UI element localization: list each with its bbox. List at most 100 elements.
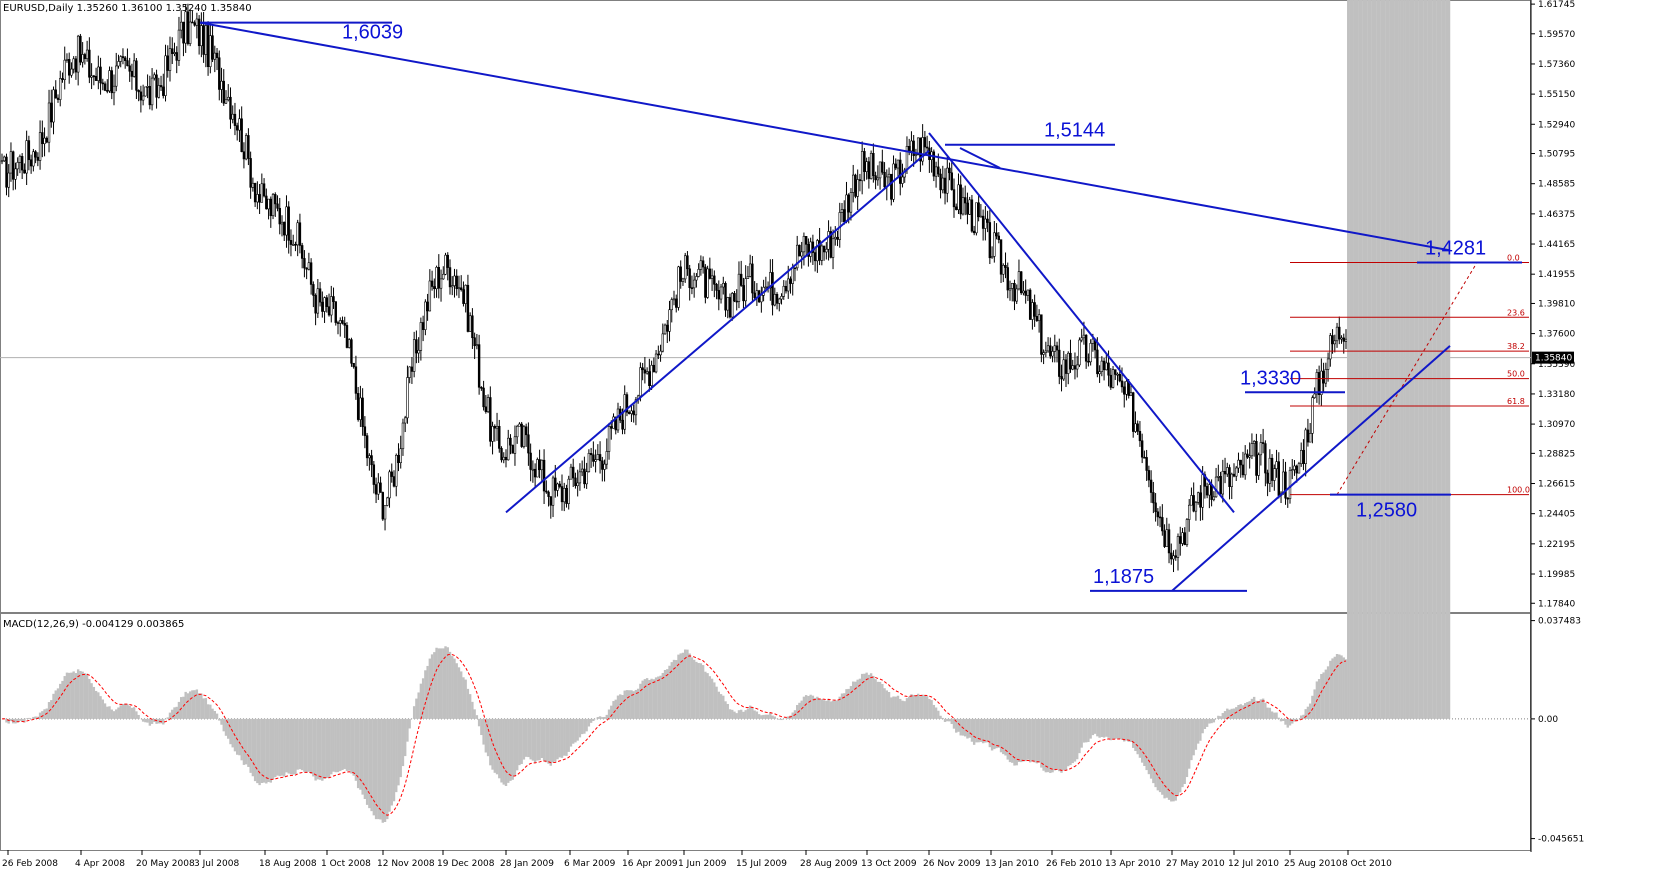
candle-body xyxy=(1320,370,1323,395)
candle-body xyxy=(795,244,799,269)
candle-body xyxy=(827,231,830,250)
candle-body xyxy=(916,137,920,156)
candle-body xyxy=(1143,456,1146,459)
candle-body xyxy=(518,423,521,427)
candle-body xyxy=(209,35,212,67)
time-tick-label: 27 May 2010 xyxy=(1166,859,1225,869)
candle-body xyxy=(428,280,432,312)
candle-body xyxy=(298,222,302,246)
candle-body xyxy=(350,339,353,364)
candle-body xyxy=(356,393,360,420)
candle-body xyxy=(612,416,615,429)
candle-body xyxy=(1129,392,1133,396)
candle-body xyxy=(907,145,911,152)
candle-body xyxy=(1340,337,1343,340)
candle-body xyxy=(825,248,828,253)
time-tick-label: 28 Aug 2009 xyxy=(800,859,858,869)
candle-body xyxy=(184,11,187,44)
candle-body xyxy=(397,454,400,463)
candle-body xyxy=(341,320,344,324)
candle-body xyxy=(372,464,376,485)
candle-body xyxy=(379,482,382,493)
candle-body xyxy=(1172,555,1175,560)
candle-body xyxy=(1344,338,1348,342)
candle-body xyxy=(1152,492,1155,504)
price-tick-label: 1.44165 xyxy=(1538,240,1575,250)
trendline xyxy=(505,149,930,514)
candle-body xyxy=(668,309,671,332)
candle-body xyxy=(986,218,989,223)
candle-body xyxy=(38,132,42,161)
candle-body xyxy=(1147,470,1151,481)
candle-body xyxy=(1132,392,1135,432)
candle-body xyxy=(677,266,680,308)
candle-body xyxy=(448,267,452,288)
candle-body xyxy=(554,477,557,491)
candle-body xyxy=(144,86,147,97)
candle-body xyxy=(157,85,160,98)
candle-body xyxy=(1322,370,1325,384)
candle-body xyxy=(589,452,593,456)
time-tick-label: 3 Jul 2008 xyxy=(194,859,239,869)
candle-body xyxy=(1217,476,1220,478)
candle-body xyxy=(912,140,915,156)
candle-body xyxy=(419,322,423,351)
candle-body xyxy=(1333,340,1337,345)
candle-body xyxy=(202,25,205,55)
candle-body xyxy=(477,344,481,388)
candle-body xyxy=(504,456,508,461)
candle-body xyxy=(27,140,31,161)
fib-level-label: 23.6 xyxy=(1507,308,1525,317)
candle-body xyxy=(845,194,848,223)
candle-body xyxy=(426,301,429,312)
candle-body xyxy=(822,245,826,253)
candle-body xyxy=(1111,369,1115,388)
candle-body xyxy=(726,297,729,311)
candle-body xyxy=(97,66,100,81)
candle-body xyxy=(816,240,819,262)
candle-body xyxy=(957,184,960,210)
candle-body xyxy=(1326,358,1330,370)
candle-body xyxy=(106,90,109,92)
candle-body xyxy=(150,77,154,106)
candle-body xyxy=(818,240,821,261)
candle-body xyxy=(330,296,333,316)
candle-body xyxy=(769,272,772,289)
candle-body xyxy=(724,283,727,311)
price-tick-label: 1.52940 xyxy=(1538,120,1575,130)
candle-body xyxy=(137,89,140,93)
candle-body xyxy=(603,463,606,470)
candle-body xyxy=(560,486,564,503)
fib-level-label: 0.0 xyxy=(1507,254,1520,263)
candle-body xyxy=(1013,283,1016,302)
candle-body xyxy=(701,260,705,268)
candle-body xyxy=(793,267,797,270)
candle-body xyxy=(403,417,407,424)
price-tick-label: 1.37600 xyxy=(1538,330,1575,340)
candle-body xyxy=(840,209,844,213)
candle-body xyxy=(639,367,642,397)
candle-body xyxy=(988,222,992,259)
candle-body xyxy=(522,426,526,447)
candle-body xyxy=(182,21,185,44)
candle-body xyxy=(672,298,676,301)
candle-body xyxy=(318,288,322,303)
candle-body xyxy=(515,425,519,438)
candle-body xyxy=(1105,362,1108,371)
candle-body xyxy=(0,160,4,163)
candle-body xyxy=(713,275,716,285)
candle-body xyxy=(914,154,918,157)
candle-body xyxy=(1194,502,1198,512)
candle-body xyxy=(1300,450,1303,465)
candle-body xyxy=(1163,530,1166,547)
candle-body xyxy=(739,273,743,286)
candle-body xyxy=(1190,495,1193,506)
candle-body xyxy=(1078,339,1081,366)
candle-body xyxy=(1273,468,1276,481)
candle-body xyxy=(959,184,962,215)
candle-body xyxy=(607,426,611,452)
candle-body xyxy=(748,263,752,277)
candle-body xyxy=(359,397,362,420)
candle-body xyxy=(780,296,783,300)
candle-body xyxy=(267,198,270,210)
